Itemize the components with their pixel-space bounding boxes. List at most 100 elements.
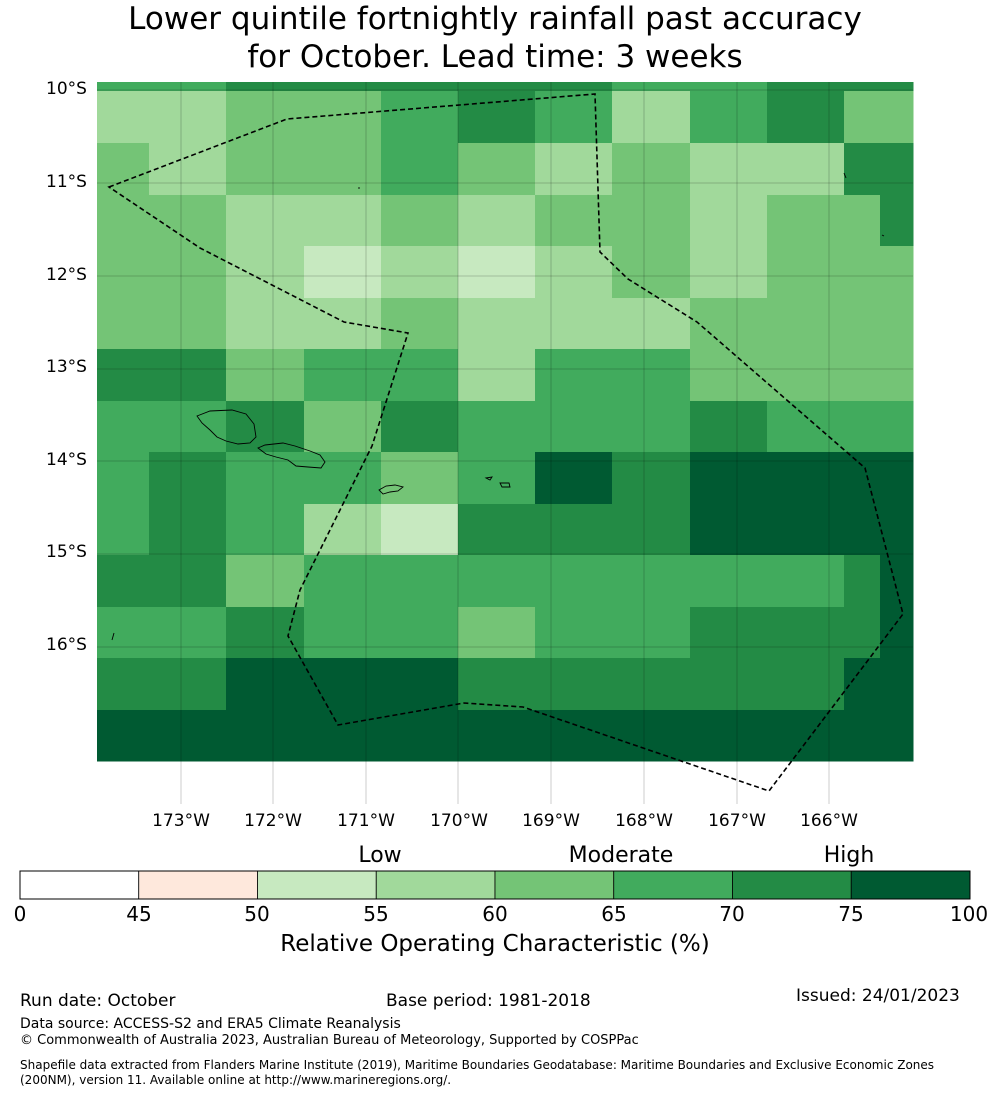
grid-cell (880, 143, 914, 196)
grid-cell (844, 452, 881, 505)
grid-cell (880, 349, 914, 402)
grid-cell (381, 349, 459, 402)
grid-cell (535, 91, 613, 144)
grid-cell (844, 349, 881, 402)
grid-cell (381, 504, 459, 556)
grid-cell (690, 401, 768, 453)
grid-cell (612, 452, 691, 505)
grid-cell (226, 452, 305, 505)
colorbar-tick: 0 (13, 902, 27, 926)
grid-cell (458, 401, 536, 453)
colorbar-segment (138, 870, 258, 900)
grid-cell (226, 555, 305, 608)
savaii-island (196, 409, 257, 445)
grid-cell (97, 195, 150, 247)
grid-cell (767, 452, 845, 505)
grid-cell (535, 607, 613, 659)
grid-cell (535, 298, 613, 350)
grid-cell (767, 195, 845, 247)
colorbar-tick: 55 (363, 902, 389, 926)
grid-cell (226, 504, 305, 556)
grid-cell (458, 555, 536, 608)
grid-cell (97, 91, 150, 144)
lat-label-15s: 15°S (46, 542, 87, 562)
grid-cell (690, 82, 768, 92)
grid-cell (880, 658, 914, 711)
grid-cell (612, 607, 691, 659)
grid-cell (844, 401, 881, 453)
grid-cell (226, 82, 305, 92)
colorbar-tick: 65 (601, 902, 627, 926)
land-masses (111, 172, 885, 641)
grid-cell (226, 658, 305, 711)
grid-cell (690, 504, 768, 556)
grid-cell (381, 710, 459, 762)
grid-cell (304, 195, 382, 247)
grid-cell (767, 91, 845, 144)
issued-date: Issued: 24/01/2023 (796, 986, 960, 1006)
grid-cell (767, 143, 845, 196)
lon-label-168w: 168°W (615, 811, 673, 831)
grid-cell (690, 710, 768, 762)
legend-category-high: High (823, 843, 875, 868)
lon-label-169w: 169°W (522, 811, 580, 831)
grid-cell (149, 401, 227, 453)
grid-cell (844, 710, 881, 762)
data-source: Data source: ACCESS-S2 and ERA5 Climate … (20, 1016, 401, 1032)
grid-cell (612, 82, 691, 92)
grid-cell (612, 143, 691, 196)
copyright: © Commonwealth of Australia 2023, Austra… (20, 1033, 639, 1048)
title-line-2: for October. Lead time: 3 weeks (247, 39, 743, 75)
grid-cell (97, 246, 150, 299)
grid-cell (690, 298, 768, 350)
grid-cell (690, 452, 768, 505)
grid-cell (226, 195, 305, 247)
grid-cell (844, 195, 881, 247)
grid-cell (381, 143, 459, 196)
tau-island (499, 482, 511, 488)
grid-cell (381, 658, 459, 711)
grid-cell (149, 349, 227, 402)
grid-cell (304, 246, 382, 299)
grid-cell (304, 607, 382, 659)
grid-cell (381, 555, 459, 608)
tokelau-islet-1 (843, 172, 847, 179)
grid-cell (880, 555, 914, 608)
grid-cell (97, 401, 150, 453)
grid-cell (458, 658, 536, 711)
grid-cell (690, 246, 768, 299)
legend-category-low: Low (358, 843, 402, 868)
grid-cell (97, 607, 150, 659)
grid-cell (149, 91, 227, 144)
grid-cell (458, 143, 536, 196)
colorbar-tick: 70 (719, 902, 745, 926)
grid-cell (535, 555, 613, 608)
grid-cell (880, 452, 914, 505)
grid-cell (458, 91, 536, 144)
grid-cell (767, 504, 845, 556)
lat-label-13s: 13°S (46, 357, 87, 377)
grid-cell (149, 710, 227, 762)
grid-cell (612, 555, 691, 608)
shapefile-credit-line-2: (200NM), version 11. Available online at… (20, 1073, 452, 1087)
wallis-islet (111, 632, 115, 641)
grid-cell (844, 658, 881, 711)
grid-cell (304, 143, 382, 196)
lon-label-173w: 173°W (152, 811, 210, 831)
lat-label-12s: 12°S (46, 265, 87, 285)
colorbar-segment (19, 870, 140, 900)
colorbar-tick: 75 (838, 902, 864, 926)
grid-cell (97, 82, 150, 92)
grid-cell (880, 91, 914, 144)
grid-cell (226, 607, 305, 659)
lon-label-167w: 167°W (708, 811, 766, 831)
grid-cell (767, 349, 845, 402)
grid-cell (381, 298, 459, 350)
grid-cell (880, 607, 914, 659)
grid-cell (149, 82, 227, 92)
grid-cell (880, 401, 914, 453)
eez-boundary (107, 93, 904, 792)
grid-cell (226, 710, 305, 762)
grid-cell (381, 401, 459, 453)
grid-cell (844, 143, 881, 196)
